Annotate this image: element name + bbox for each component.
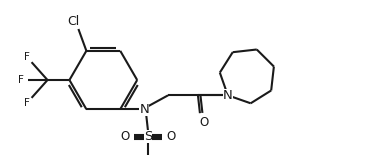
Text: O: O — [199, 116, 208, 129]
Text: F: F — [23, 98, 29, 108]
Text: Cl: Cl — [67, 15, 80, 28]
Text: O: O — [166, 131, 176, 144]
Text: O: O — [121, 131, 130, 144]
Text: F: F — [18, 75, 23, 85]
Text: F: F — [23, 52, 29, 62]
Text: S: S — [144, 131, 152, 144]
Text: N: N — [139, 103, 149, 116]
Text: N: N — [223, 89, 233, 102]
